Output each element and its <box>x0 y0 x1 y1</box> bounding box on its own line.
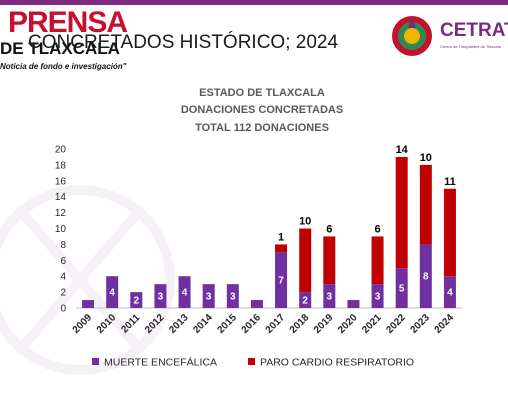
bar-inside-label: 4 <box>447 288 453 299</box>
bar-top-label: 1 <box>278 231 284 243</box>
bar-top-label: 14 <box>396 144 409 156</box>
legend-swatch <box>92 358 99 365</box>
chart-title-line-1: ESTADO DE TLAXCALA <box>199 87 325 99</box>
x-tick-label: 2019 <box>312 312 336 336</box>
bar-muerte-encefalica <box>275 252 288 308</box>
bar-paro-cardio-respiratorio <box>371 236 384 285</box>
bar-inside-label: 5 <box>399 284 405 295</box>
bar-paro-cardio-respiratorio <box>299 228 312 293</box>
brand-subtitle: DE TLAXCALA <box>0 39 120 58</box>
x-tick-label: 2014 <box>191 312 215 336</box>
x-tick-label: 2016 <box>240 312 264 336</box>
cetrat-name: CETRAT <box>440 20 508 41</box>
y-tick-label: 16 <box>55 176 67 187</box>
x-tick-label: 2021 <box>360 312 384 336</box>
bar-muerte-encefalica <box>347 300 360 308</box>
y-tick-label: 6 <box>60 256 66 267</box>
bar-muerte-encefalica <box>226 284 239 308</box>
bar-inside-label: 2 <box>302 296 308 307</box>
y-tick-label: 10 <box>55 224 67 235</box>
y-tick-label: 2 <box>60 288 66 299</box>
bar-muerte-encefalica <box>106 276 119 308</box>
bar-inside-label: 2 <box>134 296 140 307</box>
bar-paro-cardio-respiratorio <box>443 188 456 277</box>
bar-inside-label: 4 <box>182 288 188 299</box>
x-tick-label: 2012 <box>143 312 167 336</box>
bar-muerte-encefalica <box>299 292 312 308</box>
bar-muerte-encefalica <box>419 244 432 308</box>
bar-paro-cardio-respiratorio <box>419 164 432 245</box>
legend-swatch <box>248 358 255 365</box>
x-tick-label: 2013 <box>167 312 191 336</box>
x-tick-label: 2015 <box>215 312 239 336</box>
y-tick-label: 14 <box>55 192 67 203</box>
x-tick-label: 2011 <box>119 312 142 335</box>
cetrat-logo: CETRAT Centro de Trasplantes de Tlaxcala <box>388 12 508 62</box>
slide-title: CONCRETADOS HISTÓRICO; 2024 <box>28 32 339 53</box>
brand-name: PRENSA <box>8 6 128 39</box>
bar-muerte-encefalica <box>371 284 384 308</box>
bar-muerte-encefalica <box>443 276 456 308</box>
bar-top-label: 11 <box>444 176 456 188</box>
y-tick-label: 18 <box>55 160 67 171</box>
bar-top-label: 10 <box>420 152 432 164</box>
bar-muerte-encefalica <box>202 284 215 308</box>
legend-label: PARO CARDIO RESPIRATORIO <box>260 357 414 369</box>
x-tick-label: 2022 <box>384 312 408 336</box>
bar-paro-cardio-respiratorio <box>275 244 288 253</box>
cetrat-emblem-icon <box>392 16 432 56</box>
x-tick-label: 2023 <box>408 312 432 336</box>
bar-inside-label: 7 <box>278 276 284 287</box>
bar-muerte-encefalica <box>395 268 408 308</box>
y-tick-label: 12 <box>55 208 67 219</box>
bar-inside-label: 3 <box>375 292 381 303</box>
chart-title-line-2: DONACIONES CONCRETADAS <box>181 104 343 116</box>
bar-muerte-encefalica <box>178 276 191 308</box>
watermark-icon <box>0 185 175 375</box>
x-tick-label: 2017 <box>264 312 288 336</box>
brand-logo: PRENSA DE TLAXCALA Noticia de fondo e in… <box>0 6 200 72</box>
brand-tagline: Noticia de fondo e investigación" <box>0 62 127 71</box>
top-accent-bar <box>0 0 508 5</box>
bar-paro-cardio-respiratorio <box>323 236 336 285</box>
bar-muerte-encefalica <box>154 284 167 308</box>
bar-inside-label: 3 <box>206 292 212 303</box>
bar-inside-label: 3 <box>327 292 333 303</box>
x-tick-label: 2010 <box>95 312 119 336</box>
bar-inside-label: 8 <box>423 272 429 283</box>
bar-top-label: 6 <box>326 223 332 235</box>
bar-top-label: 10 <box>299 216 311 228</box>
y-tick-label: 8 <box>60 240 66 251</box>
bar-inside-label: 4 <box>109 288 115 299</box>
x-tick-label: 2009 <box>71 312 95 336</box>
bar-muerte-encefalica <box>130 292 143 308</box>
bar-muerte-encefalica <box>323 284 336 308</box>
donations-chart: ESTADO DE TLAXCALA DONACIONES CONCRETADA… <box>55 87 462 369</box>
legend-label: MUERTE ENCEFÁLICA <box>104 356 217 369</box>
bar-paro-cardio-respiratorio <box>395 156 408 269</box>
bar-muerte-encefalica <box>82 300 95 308</box>
cetrat-subtitle: Centro de Trasplantes de Tlaxcala <box>440 44 501 49</box>
bar-muerte-encefalica <box>250 300 263 308</box>
chart-title-line-3: TOTAL 112 DONACIONES <box>195 122 329 134</box>
x-tick-label: 2020 <box>336 312 360 336</box>
y-tick-label: 0 <box>60 304 66 315</box>
x-tick-label: 2024 <box>433 312 457 336</box>
y-tick-label: 20 <box>55 145 67 156</box>
x-tick-label: 2018 <box>288 312 312 336</box>
y-tick-label: 4 <box>60 272 66 283</box>
bar-top-label: 6 <box>375 223 381 235</box>
bar-inside-label: 3 <box>230 292 236 303</box>
bar-inside-label: 3 <box>158 292 164 303</box>
